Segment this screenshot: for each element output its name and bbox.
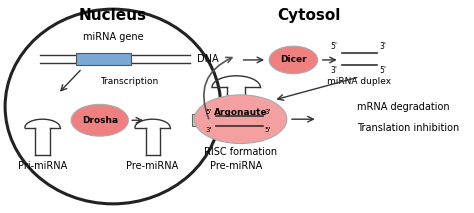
Text: 3': 3' — [330, 66, 337, 75]
Text: Nucleus: Nucleus — [79, 8, 147, 23]
Ellipse shape — [71, 104, 128, 136]
Text: Pre-miRNA: Pre-miRNA — [210, 161, 262, 171]
Text: Drosha: Drosha — [82, 116, 118, 125]
Bar — [75, 53, 130, 65]
Text: Cytosol: Cytosol — [277, 8, 340, 23]
Ellipse shape — [269, 46, 318, 74]
Text: miRNA gene: miRNA gene — [82, 32, 143, 42]
Text: DNA: DNA — [197, 54, 218, 64]
Text: Transcription: Transcription — [100, 77, 158, 86]
Text: Pri-miRNA: Pri-miRNA — [18, 161, 67, 171]
Text: 3': 3' — [206, 127, 212, 133]
Text: 5': 5' — [379, 66, 386, 75]
Text: Dicer: Dicer — [280, 55, 307, 65]
Text: 5': 5' — [265, 127, 271, 133]
Text: 5': 5' — [330, 42, 337, 52]
Bar — [192, 114, 210, 125]
Ellipse shape — [5, 9, 221, 204]
Text: mRNA degradation: mRNA degradation — [357, 102, 450, 111]
Text: Pre-miRNA: Pre-miRNA — [127, 161, 179, 171]
Ellipse shape — [194, 95, 287, 144]
Text: 5': 5' — [206, 109, 212, 115]
Text: RISC formation: RISC formation — [204, 147, 277, 157]
Text: 3': 3' — [265, 109, 271, 115]
Text: miRNA duplex: miRNA duplex — [328, 77, 392, 86]
Text: 3': 3' — [379, 42, 386, 52]
Text: Argonaute: Argonaute — [214, 108, 267, 117]
Text: Translation inhibition: Translation inhibition — [357, 123, 459, 133]
